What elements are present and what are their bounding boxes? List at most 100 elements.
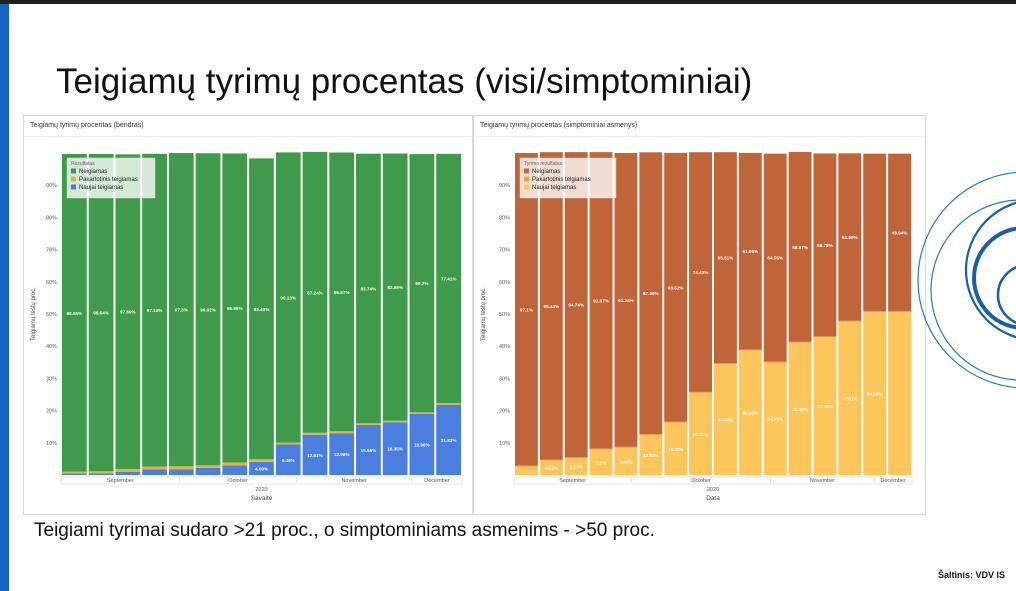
data-label: 97.1% — [520, 307, 533, 312]
y-tick-label: 50% — [499, 312, 510, 318]
bar-segment — [838, 321, 862, 475]
data-label: 12.51% — [307, 453, 323, 458]
data-label: 64.55% — [767, 256, 783, 261]
bar-segment — [329, 152, 355, 432]
bar-segment — [838, 320, 862, 322]
data-label: 25.51% — [693, 432, 709, 437]
bar-segment — [275, 442, 301, 445]
data-label: 97.14% — [147, 308, 163, 313]
bar-segment — [614, 447, 638, 475]
source-note: Šaltinis: VDV IS — [938, 570, 1006, 580]
bar-segment — [539, 459, 563, 461]
data-label: 42.78% — [817, 404, 833, 409]
bar-segment — [195, 153, 221, 466]
bar-segment — [409, 413, 435, 475]
bar-segment — [664, 152, 688, 422]
chart-svg-symptomatic: 10% 20% 30% 40% 50% 60% 70% 80% 90% Teigiamų test… — [481, 151, 913, 502]
data-label: 95.95% — [227, 306, 243, 311]
panel-divider — [24, 136, 472, 137]
chart-panel-overall: Teigiamų tyrimų procentas (bendras) 10% 2… — [23, 115, 473, 515]
data-label: 34.44% — [718, 418, 734, 423]
data-label: 92.07% — [593, 298, 609, 303]
bar-segment — [88, 153, 114, 472]
bar-segment — [738, 349, 762, 351]
x-month-label: October — [691, 478, 711, 484]
data-label: 12.43% — [643, 453, 659, 458]
accent-bar — [0, 4, 9, 591]
y-tick-label: 60% — [46, 280, 57, 286]
data-label: 34.95% — [767, 417, 783, 422]
legend-label: Neigiamas — [79, 169, 107, 175]
bar-segment — [249, 158, 274, 460]
data-label: 58.97% — [792, 245, 808, 250]
y-tick-label: 90% — [499, 183, 510, 189]
bar-segment — [88, 471, 114, 474]
x-month-label: December — [424, 478, 450, 484]
bar-segment — [589, 448, 613, 450]
bar-segment — [329, 433, 355, 475]
bar-segment — [88, 473, 114, 475]
bar-segment — [813, 153, 837, 337]
bar-segment — [589, 449, 613, 475]
data-label: 77.41% — [441, 276, 457, 281]
bar-segment — [738, 350, 762, 475]
data-label: 94.74% — [568, 303, 584, 308]
top-bar — [0, 0, 1016, 4]
bar-segment — [813, 337, 837, 475]
data-label: 15.55% — [361, 448, 377, 453]
bar-segment — [863, 312, 887, 475]
y-axis-label: Teigiamų testų proc. — [481, 287, 487, 341]
x-month-label: October — [228, 478, 248, 484]
data-label: 98.65% — [67, 311, 83, 316]
legend-swatch — [71, 184, 76, 190]
bar-segment — [564, 152, 588, 458]
bar-segment — [302, 434, 328, 475]
data-label: 61.05% — [743, 249, 759, 254]
bar-segment — [382, 153, 408, 421]
bar-segment — [329, 431, 355, 434]
data-label: 82.99% — [387, 285, 403, 290]
bar-segment — [813, 336, 837, 338]
y-tick-label: 60% — [499, 280, 510, 286]
y-tick-label: 30% — [46, 376, 57, 382]
bar-segment — [515, 465, 538, 467]
y-tick-label: 70% — [46, 248, 57, 254]
y-tick-label: 50% — [46, 312, 57, 318]
data-label: 4.51% — [545, 466, 558, 471]
data-label: 50.56% — [867, 392, 883, 397]
bar-segment — [639, 434, 663, 475]
data-label: 16.35% — [387, 447, 403, 452]
bar-segment — [589, 152, 613, 449]
bar-segment — [382, 422, 408, 475]
bar-segment — [788, 341, 812, 343]
data-label: 56.78% — [817, 243, 833, 248]
bar-segment — [222, 465, 248, 475]
data-label: 91.24% — [618, 298, 634, 303]
bar-segment — [689, 391, 712, 393]
chart-svg-overall: 10% 20% 30% 40% 50% 60% 70% 80% 90% Teigiamų test… — [31, 151, 463, 502]
bar-segment — [115, 154, 141, 469]
bar-segment — [195, 467, 221, 475]
bar-segment — [639, 152, 663, 435]
y-tick-label: 40% — [499, 344, 510, 350]
y-tick-label: 40% — [46, 344, 57, 350]
bar-segment — [222, 462, 248, 466]
bar-segment — [664, 421, 688, 423]
bar-segment — [356, 153, 381, 424]
bar-segment — [763, 362, 787, 475]
bar-segment — [142, 469, 167, 475]
data-label: 65.51% — [718, 256, 734, 261]
bar-segment — [115, 468, 141, 472]
y-tick-label: 80% — [499, 215, 510, 221]
legend-label: Pakartotinis teigiamas — [532, 177, 591, 183]
bar-segment — [168, 153, 194, 467]
x-year-label: 2020 — [707, 487, 719, 493]
data-label: 83.74% — [361, 286, 377, 291]
data-label: 5.22% — [570, 465, 583, 470]
data-label: 41.06% — [792, 407, 808, 412]
bar-segment — [409, 412, 435, 414]
legend-swatch — [524, 184, 529, 190]
data-label: 12.98% — [334, 452, 350, 457]
data-label: 87.49% — [643, 291, 659, 296]
y-tick-label: 20% — [46, 409, 57, 415]
